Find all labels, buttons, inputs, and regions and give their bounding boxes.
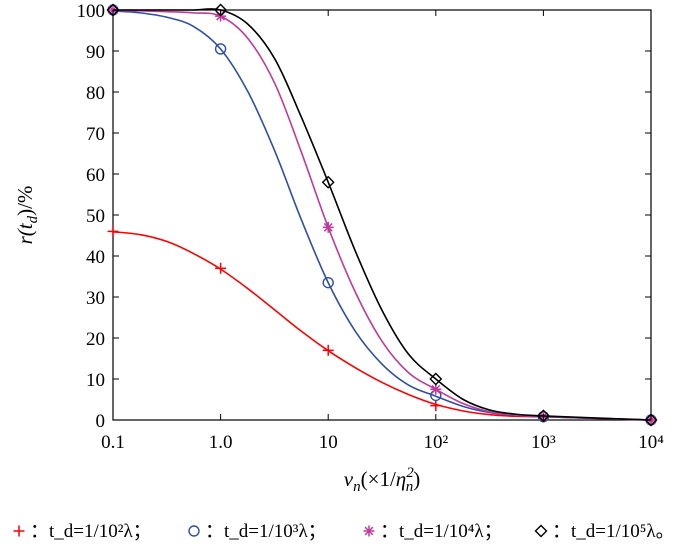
x-axis-title: vn(×1/η2 n) [344,465,420,495]
y-tick-label-2: 20 [86,329,105,350]
x-tick-label-3: 10² [423,432,448,453]
data-point-2-3 [430,383,442,395]
x-tick-labels: 0.1 1.0 10 10² 10³ 10⁴ [101,432,664,453]
y-tick-label-10: 100 [77,1,106,22]
y-tick-label-7: 70 [86,124,105,145]
x-tick-label-1: 1.0 [209,432,233,453]
series-0 [107,225,657,426]
legend-marker-1 [188,525,200,537]
legend-label-0: ：t_d=1/10²λ； [30,521,152,542]
series-1 [107,4,657,426]
series-layer [106,3,658,427]
y-axis-title: r(td)/% [13,186,41,245]
legend-marker-3 [534,524,548,538]
data-point-3-3 [429,372,443,386]
legend-marker-2 [363,525,375,537]
y-tick-label-1: 10 [86,370,105,391]
y-tick-label-3: 30 [86,288,105,309]
legend-label-3: ：t_d=1/10⁵λ。 [552,521,675,542]
series-line-2 [112,9,652,421]
y-tick-label-9: 90 [86,42,105,63]
data-point-0-2 [322,344,334,356]
data-point-3-4 [536,409,550,423]
data-point-1-2 [322,276,334,289]
x-tick-label-2: 10 [319,432,338,453]
y-tick-label-6: 60 [86,165,105,186]
y-tick-label-5: 50 [86,206,105,227]
series-line-1 [112,10,652,421]
legend-marker-0 [13,525,25,537]
data-point-1-1 [214,43,227,55]
legend-label-2: ：t_d=1/10⁴λ； [380,521,503,542]
series-line-3 [112,8,652,421]
series-line-0 [112,231,652,421]
y-tick-label-8: 80 [86,83,105,104]
data-point-0-3 [430,400,442,412]
data-point-3-5 [644,413,658,427]
data-point-2-2 [322,221,334,233]
y-tick-label-4: 40 [86,247,105,268]
data-point-0-1 [215,262,227,274]
series-2 [107,4,657,426]
series-3 [106,3,658,427]
x-tick-label-4: 10³ [531,432,556,453]
data-point-0-0 [107,225,119,237]
y-tick-label-0: 0 [96,411,106,432]
x-tick-label-5: 10⁴ [638,432,664,453]
legend-label-1: ：t_d=1/10³λ； [205,521,327,542]
plot-frame [112,9,652,421]
axis-ticks [112,9,652,421]
x-tick-label-0: 0.1 [101,432,125,453]
y-tick-labels: 0 10 20 30 40 50 60 70 80 90 100 [77,1,106,432]
legend: ：t_d=1/10²λ； ：t_d=1/10³λ； ：t_d=1/10⁴λ； ：t_d… [13,521,675,542]
data-point-3-2 [321,175,335,189]
